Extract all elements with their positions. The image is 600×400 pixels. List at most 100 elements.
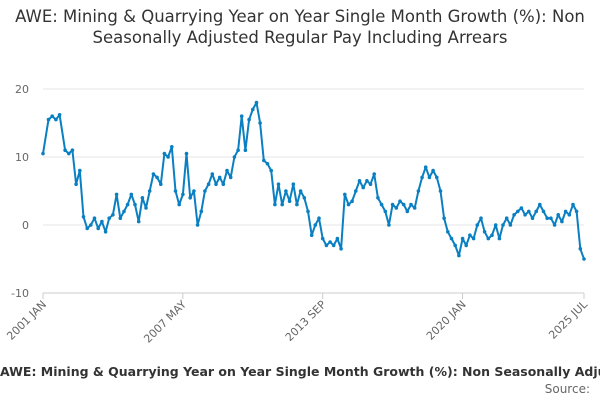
data-point (151, 172, 156, 176)
data-point (560, 219, 564, 224)
data-point (170, 145, 174, 149)
data-point (298, 189, 303, 193)
data-point (361, 185, 366, 190)
data-point (236, 148, 240, 152)
data-point (368, 182, 373, 186)
x-tick-label: 2025 JUL (546, 297, 590, 341)
data-point (177, 202, 181, 207)
data-point (67, 151, 71, 156)
data-point (320, 236, 325, 241)
data-point (129, 192, 134, 197)
data-point (96, 226, 100, 231)
data-point (192, 189, 196, 193)
data-point (534, 209, 538, 214)
data-point (398, 199, 402, 203)
data-point (490, 233, 494, 237)
data-point (206, 182, 211, 186)
data-point (471, 236, 476, 241)
data-point (379, 202, 384, 207)
data-point (188, 196, 192, 200)
data-point (251, 107, 255, 112)
data-point (50, 114, 54, 118)
chart-title: AWE: Mining & Quarrying Year on Year Sin… (15, 7, 585, 47)
data-point (516, 209, 520, 214)
data-point (133, 202, 137, 207)
data-point (291, 182, 296, 186)
data-point (181, 192, 185, 197)
data-point (103, 230, 108, 234)
data-point (225, 168, 229, 173)
data-point (493, 223, 498, 227)
data-point (420, 175, 424, 180)
data-point (372, 172, 377, 176)
data-point (125, 202, 130, 207)
data-point (262, 158, 266, 163)
data-point (508, 223, 513, 227)
data-point (545, 216, 549, 220)
data-point (571, 202, 575, 207)
data-point (276, 182, 281, 186)
data-point (464, 243, 469, 248)
data-point (287, 199, 292, 203)
data-point (155, 175, 159, 180)
data-point (70, 148, 75, 152)
data-point (199, 209, 204, 214)
data-point (265, 162, 270, 166)
data-point (435, 175, 439, 180)
data-point (195, 223, 200, 227)
data-point (512, 213, 516, 217)
data-point (552, 223, 557, 227)
data-point (449, 236, 454, 241)
data-point (578, 247, 583, 251)
x-tick-label: 2013 SEP (283, 298, 329, 344)
data-point (147, 189, 152, 193)
data-point (343, 192, 347, 197)
data-point (92, 216, 97, 220)
data-point (339, 247, 343, 251)
data-point (538, 202, 542, 207)
data-point (519, 206, 524, 210)
y-tick-labels: -10 0 10 20 (11, 83, 29, 300)
data-point (530, 216, 535, 220)
legend-label: AWE: Mining & Quarrying Year on Year Sin… (0, 364, 600, 379)
data-point (46, 117, 51, 122)
data-point (78, 168, 82, 173)
data-point (166, 155, 170, 159)
y-tick-label: 0 (22, 219, 29, 232)
data-point (214, 182, 218, 186)
data-point (63, 148, 67, 152)
data-point (243, 148, 248, 152)
data-point (365, 179, 369, 183)
data-point (57, 113, 62, 117)
data-point (74, 182, 78, 186)
data-point (258, 121, 262, 125)
data-point (173, 189, 178, 193)
data-point (114, 192, 119, 197)
data-point (280, 202, 285, 207)
data-point (269, 168, 274, 173)
data-point (41, 151, 45, 156)
data-point (122, 209, 126, 214)
data-point (324, 243, 329, 248)
data-point (427, 175, 432, 180)
data-point (335, 236, 340, 241)
series-line-0 (42, 101, 585, 260)
data-point (302, 196, 307, 200)
x-tick-labels: 2001 JAN 2007 MAY 2013 SEP 2020 JAN 2025 JUL (4, 297, 590, 345)
data-point (405, 209, 410, 214)
data-point (184, 151, 189, 156)
data-point (306, 209, 310, 214)
data-point (438, 189, 443, 193)
data-point (460, 236, 465, 241)
data-point (527, 209, 531, 214)
data-point (357, 179, 362, 183)
axes (42, 292, 585, 299)
data-point (54, 117, 58, 122)
data-point (140, 196, 145, 200)
y-tick-label: 10 (15, 151, 29, 164)
x-tick-label: 2020 JAN (424, 298, 469, 343)
data-point (81, 215, 86, 219)
data-point (416, 189, 421, 193)
y-tick-label: -10 (11, 287, 29, 300)
